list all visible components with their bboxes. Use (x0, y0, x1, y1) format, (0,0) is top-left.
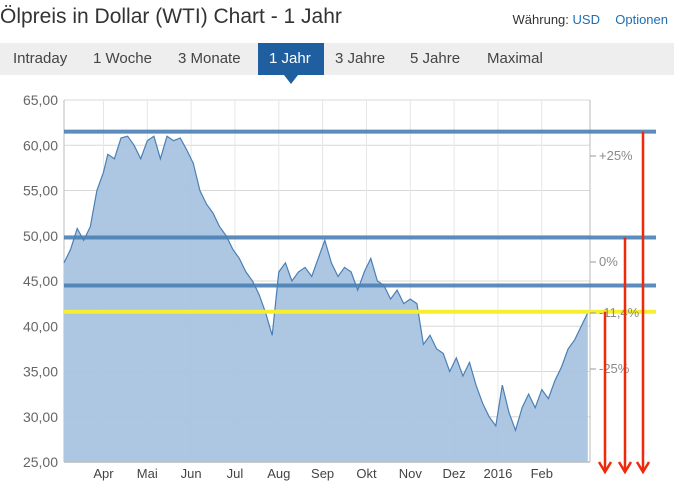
x-tick-label: Okt (356, 466, 377, 481)
x-tick-label: Feb (531, 466, 553, 481)
y-tick-label: 50,00 (23, 228, 58, 244)
x-tick-label: Mai (137, 466, 158, 481)
y-tick-label: 55,00 (23, 183, 58, 199)
x-tick-label: Nov (399, 466, 423, 481)
y-tick-label: 40,00 (23, 318, 58, 334)
tab-1-woche[interactable]: 1 Woche (93, 50, 152, 67)
x-tick-label: Sep (311, 466, 334, 481)
currency-selector[interactable]: USD (572, 12, 600, 27)
arrow-head (635, 461, 651, 475)
x-tick-label: 2016 (483, 466, 512, 481)
series-line (63, 135, 589, 433)
y-tick-label: 45,00 (23, 273, 58, 289)
y-tick-label: 25,00 (23, 454, 58, 470)
tab-1-jahr[interactable]: 1 Jahr (258, 43, 324, 84)
arrow-head (617, 461, 633, 475)
tab-3-jahre[interactable]: 3 Jahre (335, 50, 386, 67)
x-tick-label: Jul (227, 466, 244, 481)
y-tick-label: 65,00 (23, 92, 58, 108)
tab-intraday[interactable]: Intraday (13, 50, 68, 67)
right-tick-label: +25% (599, 148, 633, 163)
x-tick-label: Dez (443, 466, 466, 481)
page-title: Ölpreis in Dollar (WTI) Chart - 1 Jahr (0, 5, 342, 28)
period-tabs: Intraday 1 Woche 3 Monate 1 Jahr 3 Jahre… (0, 43, 674, 84)
currency-label: Währung: (512, 12, 569, 27)
header-options: Währung: USD Optionen (513, 12, 668, 27)
y-tick-label: 30,00 (23, 409, 58, 425)
options-link[interactable]: Optionen (615, 12, 668, 27)
tab-3-monate[interactable]: 3 Monate (178, 50, 241, 67)
y-tick-label: 35,00 (23, 364, 58, 380)
tab-5-jahre[interactable]: 5 Jahre (410, 50, 461, 67)
x-tick-label: Jun (181, 466, 202, 481)
x-tick-label: Apr (93, 466, 114, 481)
series-area (64, 136, 588, 462)
right-tick-label: -25% (599, 361, 630, 376)
tab-maximal[interactable]: Maximal (487, 50, 543, 67)
y-tick-label: 60,00 (23, 137, 58, 153)
arrow-head (597, 461, 613, 475)
x-tick-label: Aug (267, 466, 290, 481)
right-tick-label: 0% (599, 254, 618, 269)
right-tick-label: -11,4% (599, 305, 640, 320)
